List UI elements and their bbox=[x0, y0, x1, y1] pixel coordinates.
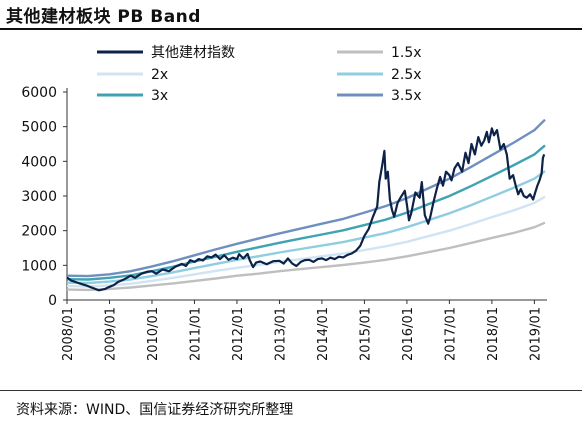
x-tick-label: 2013/01 bbox=[273, 307, 288, 361]
legend-label: 其他建材指数 bbox=[151, 45, 235, 61]
x-tick-label: 2011/01 bbox=[188, 307, 203, 361]
x-tick-label: 2018/01 bbox=[486, 307, 501, 361]
plot-lines bbox=[66, 118, 546, 292]
x-tick-label: 2014/01 bbox=[316, 307, 331, 361]
source-note: 资料来源：WIND、国信证券经济研究所整理 bbox=[16, 402, 294, 418]
legend-label: 2x bbox=[151, 67, 168, 83]
series-line-index bbox=[66, 127, 546, 292]
x-tick-label: 2009/01 bbox=[103, 307, 118, 361]
series-line-3_5x bbox=[66, 118, 546, 278]
x-tick-label: 2010/01 bbox=[146, 307, 161, 361]
bottom-rule bbox=[0, 390, 582, 391]
legend-label: 1.5x bbox=[391, 45, 422, 61]
legend-label: 3.5x bbox=[391, 88, 422, 104]
y-tick-label: 2000 bbox=[21, 224, 57, 240]
y-tick-label: 5000 bbox=[21, 120, 57, 136]
x-tick-label: 2016/01 bbox=[401, 307, 416, 361]
y-tick-label: 4000 bbox=[21, 154, 57, 170]
x-axis: 2008/01 2009/01 2010/01 2011/01 2012/01 2013/… bbox=[61, 299, 547, 361]
y-tick-label: 3000 bbox=[21, 189, 57, 205]
pb-band-chart: 其他建材指数 1.5x 2x 2.5x 3x 3.5x 0 1000 2000 3000 4000… bbox=[21, 45, 547, 361]
series-line-2x bbox=[66, 195, 546, 288]
y-tick-label: 0 bbox=[48, 293, 57, 309]
x-tick-label: 2008/01 bbox=[61, 307, 76, 361]
chart-title: 其他建材板块 PB Band bbox=[6, 7, 201, 27]
legend-label: 2.5x bbox=[391, 67, 422, 83]
series-line-2_5x bbox=[66, 170, 546, 285]
x-tick-label: 2017/01 bbox=[443, 307, 458, 361]
series-line-1_5x bbox=[66, 221, 546, 292]
x-tick-label: 2019/01 bbox=[528, 307, 543, 361]
x-tick-label: 2015/01 bbox=[358, 307, 373, 361]
legend: 其他建材指数 1.5x 2x 2.5x 3x 3.5x bbox=[97, 45, 422, 104]
y-tick-label: 6000 bbox=[21, 85, 57, 101]
legend-label: 3x bbox=[151, 88, 168, 104]
y-tick-label: 1000 bbox=[21, 258, 57, 274]
title-rule bbox=[0, 28, 582, 30]
y-axis: 0 1000 2000 3000 4000 5000 6000 bbox=[21, 85, 68, 309]
x-tick-label: 2012/01 bbox=[231, 307, 246, 361]
